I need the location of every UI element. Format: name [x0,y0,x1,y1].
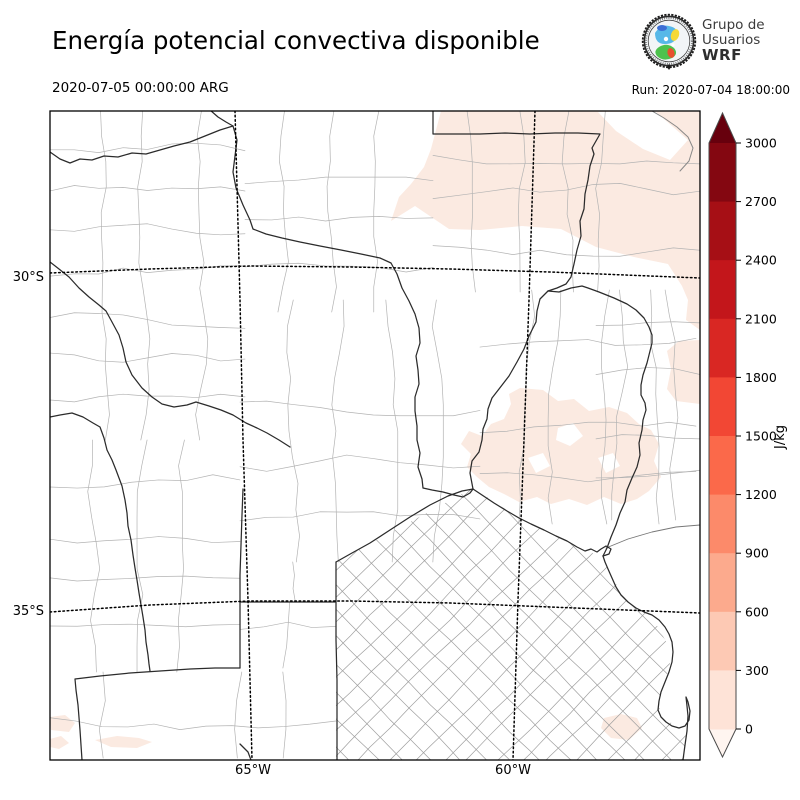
graticule-lines [50,111,700,760]
colorbar-tick-label: 1200 [745,487,777,502]
colorbar-segment [709,670,736,730]
colorbar-tick-label: 2400 [745,253,777,268]
colorbar-unit-label: J/kg [773,425,788,450]
colorbar-segment [709,143,736,203]
colorbar-segment [709,318,736,378]
colorbar-tick-label: 300 [745,663,769,678]
colorbar-segment [709,436,736,496]
colorbar-tick-label: 1500 [745,429,777,444]
province-boundaries [50,111,691,760]
department-boundaries [50,111,700,759]
colorbar-segment [709,377,736,437]
colorbar: 30002700240021001800150012009006003000J/… [708,111,788,759]
map-frame [49,110,701,761]
map-area [50,111,700,760]
page-title: Energía potencial convectiva disponible [52,26,540,55]
model-run-label: Run: 2020-07-04 18:00:00 [631,83,790,97]
colorbar-tick-label: 600 [745,604,769,619]
colorbar-tick-label: 0 [745,722,753,737]
logo-line-3: WRF [702,46,742,64]
cape-shading-low [50,111,700,749]
colorbar-tick-label: 1800 [745,370,777,385]
y-tick-label-30s: 30°S [12,270,44,285]
logo-line-1: Grupo de [702,17,765,33]
globe-seal-icon [641,13,697,70]
colorbar-segment [709,611,736,671]
y-tick-label-35s: 35°S [12,604,44,619]
colorbar-tick-label: 2700 [745,194,777,209]
logo-line-2: Usuarios [702,32,761,48]
colorbar-tick-label: 2100 [745,311,777,326]
colorbar-segment [709,553,736,613]
colorbar-segment [709,260,736,320]
colorbar-tick-label: 3000 [745,136,777,151]
x-tick-label-65w: 65°W [235,763,271,778]
colorbar-segment [709,201,736,261]
wrf-users-group-logo: Grupo de Usuarios WRF [640,12,800,78]
x-tick-label-60w: 60°W [495,763,531,778]
colorbar-tick-label: 900 [745,546,769,561]
colorbar-segment [709,494,736,554]
valid-time-label: 2020-07-05 00:00:00 ARG [52,80,229,96]
